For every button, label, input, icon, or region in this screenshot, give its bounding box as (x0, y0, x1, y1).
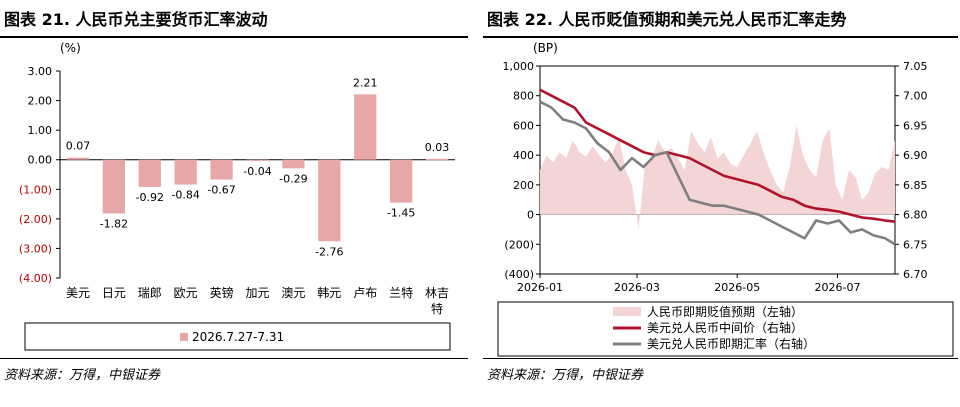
legend-swatch-area (613, 307, 641, 316)
bar (246, 159, 269, 161)
data-label: -0.29 (279, 172, 307, 185)
left-chart-title: 图表 21. 人民币兑主要货币汇率波动 (4, 10, 268, 29)
data-label: -1.45 (387, 207, 415, 220)
legend-label: 美元兑人民币即期汇率（右轴） (647, 336, 815, 351)
right-tick-label: 7.00 (903, 90, 928, 103)
data-label: -0.67 (207, 184, 235, 197)
bar (66, 157, 90, 160)
x-tick-label: 澳元 (281, 286, 305, 300)
x-tick-label-wrap: 特 (431, 301, 443, 316)
left-title-rule (0, 36, 468, 38)
left-unit-label: (BP) (533, 41, 558, 55)
right-tick-label: 6.85 (903, 179, 928, 192)
bar (318, 159, 341, 242)
left-tick-label: (400) (504, 268, 534, 281)
x-tick-label: 美元 (66, 286, 90, 300)
bar (354, 94, 377, 160)
line-chart: (BP) 1,000 800 600 400 200 0 (200) (400) 7.05 7.00… (497, 41, 954, 357)
x-tick-label: 兰特 (389, 285, 413, 300)
right-tick-label: 6.90 (903, 149, 928, 162)
data-label: -2.76 (315, 245, 343, 258)
data-label: -1.82 (100, 218, 128, 231)
y-tick-label: (2.00) (19, 213, 52, 226)
x-tick-label: 瑞郎 (138, 286, 162, 300)
x-tick-label: 欧元 (174, 286, 198, 300)
data-label: -0.04 (243, 165, 271, 178)
bar (210, 159, 233, 180)
y-tick-label: 0.00 (28, 154, 53, 167)
y-tick-label: (4.00) (19, 272, 52, 285)
legend-label: 人民币即期贬值预期（左轴） (647, 304, 803, 319)
y-tick-label: 3.00 (28, 65, 53, 78)
x-tick-label: 加元 (245, 286, 269, 300)
right-tick-label: 6.95 (903, 119, 928, 132)
legend-swatch (180, 333, 188, 341)
left-tick-label: 800 (513, 90, 534, 103)
right-tick-label: 6.75 (903, 238, 928, 251)
left-source-rule (0, 358, 468, 359)
data-label: -0.84 (171, 189, 199, 202)
data-label: 0.03 (425, 141, 450, 154)
bar (282, 159, 305, 169)
bar (174, 159, 197, 185)
left-chart-source: 资料来源：万得，中银证券 (4, 368, 161, 383)
legend-box (24, 322, 451, 351)
left-tick-label: 1,000 (503, 60, 535, 73)
line-series-spot-rate (539, 100, 896, 246)
area-series-depreciation-expectation (540, 125, 895, 230)
data-label: 2.21 (353, 76, 378, 89)
x-tick-label: 2026-07 (814, 281, 860, 294)
data-label: 0.07 (66, 140, 91, 153)
y-unit-label: (%) (60, 41, 81, 55)
bar (425, 158, 449, 161)
right-title-rule (483, 36, 958, 38)
x-tick-label: 日元 (102, 286, 126, 300)
line-series-central-parity (539, 88, 896, 223)
x-tick-label: 2026-05 (714, 281, 760, 294)
legend-label: 美元兑人民币中间价（右轴） (647, 320, 803, 335)
right-chart-panel: 图表 22. 人民币贬值预期和美元兑人民币汇率走势 (BP) 1,000 800 60… (483, 0, 960, 407)
left-chart-panel: 图表 21. 人民币兑主要货币汇率波动 (%) 3.00 2.00 1.00 0.00(… (0, 0, 470, 407)
left-tick-label: (200) (504, 238, 534, 251)
left-tick-label: 0 (527, 209, 534, 222)
x-tick-label: 林吉 (425, 286, 449, 300)
left-tick-label: 600 (513, 119, 534, 132)
left-tick-label: 200 (513, 179, 534, 192)
bar (138, 159, 161, 187)
data-label: -0.92 (136, 191, 164, 204)
bar (102, 159, 125, 214)
right-chart-title: 图表 22. 人民币贬值预期和美元兑人民币汇率走势 (487, 10, 847, 29)
legend-label: 2026.7.27-7.31 (192, 330, 284, 344)
left-tick-label: 400 (513, 149, 534, 162)
legend-box (497, 301, 954, 357)
x-tick-label: 卢布 (353, 285, 377, 300)
x-tick-label: 2026-01 (517, 281, 563, 294)
right-tick-label: 6.80 (903, 209, 928, 222)
bar-chart: (%) 3.00 2.00 1.00 0.00 (1.00) (2.00) (3.00) (4.… (19, 41, 455, 351)
y-tick-label: 2.00 (28, 95, 53, 108)
x-tick-label: 2026-03 (614, 281, 660, 294)
right-tick-label: 6.70 (903, 268, 928, 281)
y-tick-label: (1.00) (19, 183, 52, 196)
bar (390, 159, 413, 203)
x-tick-label: 韩元 (317, 285, 341, 300)
right-tick-label: 7.05 (903, 60, 928, 73)
y-tick-label: (3.00) (19, 242, 52, 255)
x-tick-label: 英镑 (210, 285, 234, 300)
right-source-rule (483, 358, 958, 359)
right-chart-source: 资料来源：万得，中银证券 (487, 368, 644, 383)
y-tick-label: 1.00 (28, 124, 53, 137)
